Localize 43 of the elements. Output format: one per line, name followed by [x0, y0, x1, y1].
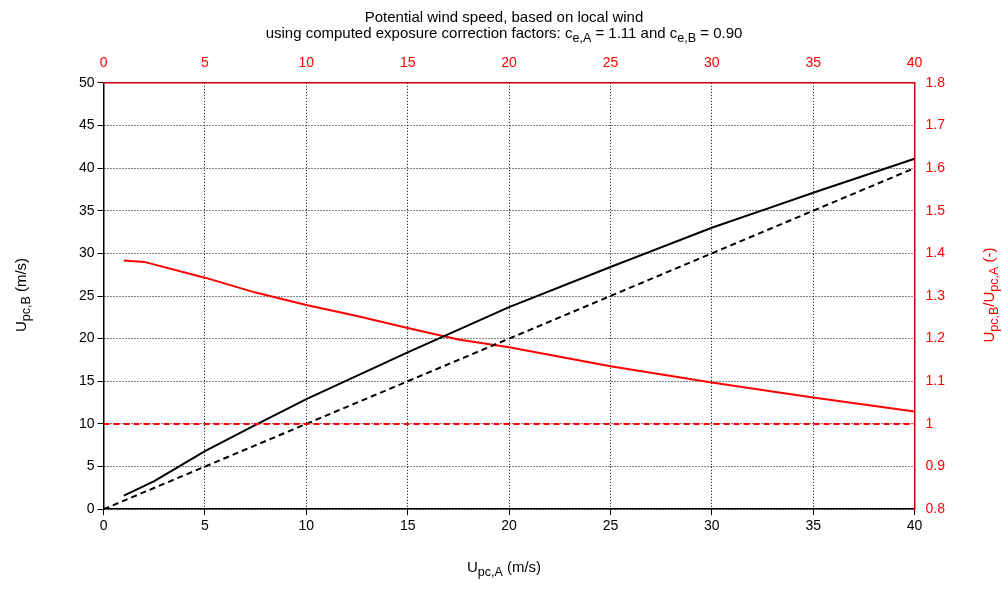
y2-tick-label: 1.4	[925, 244, 946, 261]
x-tick-label: 30	[704, 517, 720, 534]
y2-tick-label: 0.8	[925, 500, 946, 517]
y2-tick-label: 1.5	[925, 201, 946, 218]
x2-tick-label: 15	[399, 54, 416, 71]
y-tick-label: 50	[78, 73, 95, 90]
y-tick-label: 45	[78, 116, 95, 133]
y2-tick-label: 1.6	[925, 158, 946, 175]
x-tick-label: 10	[298, 517, 315, 534]
y2-tick-label: 1.7	[925, 116, 946, 133]
x2-tick-label: 20	[501, 54, 518, 71]
x-tick-label: 15	[399, 517, 416, 534]
y-tick-label: 10	[78, 414, 95, 431]
y2-tick-label: 1.2	[925, 329, 946, 346]
x-tick-label: 40	[906, 517, 923, 534]
x2-tick-label: 0	[99, 54, 108, 71]
y-tick-label: 15	[78, 372, 95, 389]
y2-tick-label: 1.8	[925, 73, 946, 90]
y-tick-label: 20	[78, 329, 95, 346]
chart-title: Potential wind speed, based on local wind	[363, 8, 645, 25]
y-tick-label: 0	[86, 500, 95, 517]
y-tick-label: 40	[78, 158, 95, 175]
x-tick-label: 25	[602, 517, 619, 534]
y2-tick-label: 0.9	[925, 457, 946, 474]
y2-tick-label: 1	[925, 414, 934, 431]
x2-tick-label: 25	[602, 54, 619, 71]
x-tick-label: 20	[501, 517, 518, 534]
x-tick-label: 5	[201, 517, 210, 534]
y-tick-label: 35	[78, 201, 95, 218]
x-tick-label: 0	[99, 517, 108, 534]
x2-tick-label: 10	[298, 54, 315, 71]
x2-tick-label: 40	[906, 54, 923, 71]
y2-tick-label: 1.1	[925, 372, 946, 389]
y-tick-label: 25	[78, 286, 95, 303]
x-tick-label: 35	[805, 517, 822, 534]
y-tick-label: 5	[86, 457, 95, 474]
x-axis-title: U$_{pc,A}$ (m/s)	[465, 558, 543, 579]
y-tick-label: 30	[78, 244, 95, 261]
y2-tick-label: 1.3	[925, 286, 946, 303]
x2-tick-label: 30	[704, 54, 720, 71]
x2-tick-label: 5	[201, 54, 210, 71]
chart-subtitle: using computed exposure correction factors: c$_{e,A}$ = 1.11 and c$_{e,B}$ = 0.90	[264, 24, 744, 45]
x2-tick-label: 35	[805, 54, 822, 71]
